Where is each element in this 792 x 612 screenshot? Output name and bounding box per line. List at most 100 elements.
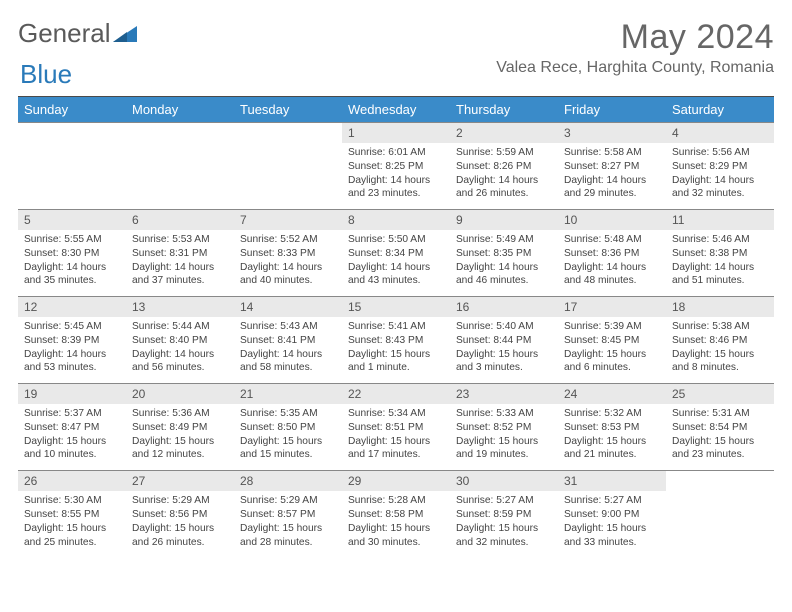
daylight-line: Daylight: 14 hours and 40 minutes. xyxy=(240,261,336,289)
sunset-line: Sunset: 8:59 PM xyxy=(456,508,552,522)
calendar-cell: 12Sunrise: 5:45 AMSunset: 8:39 PMDayligh… xyxy=(18,297,126,384)
day-number: 18 xyxy=(666,297,774,317)
calendar-cell: 9Sunrise: 5:49 AMSunset: 8:35 PMDaylight… xyxy=(450,210,558,297)
sunset-line: Sunset: 8:47 PM xyxy=(24,421,120,435)
calendar-cell: 6Sunrise: 5:53 AMSunset: 8:31 PMDaylight… xyxy=(126,210,234,297)
sunrise-line: Sunrise: 5:43 AM xyxy=(240,320,336,334)
day-details: Sunrise: 5:56 AMSunset: 8:29 PMDaylight:… xyxy=(666,143,774,209)
day-details: Sunrise: 5:53 AMSunset: 8:31 PMDaylight:… xyxy=(126,230,234,296)
calendar-cell: 21Sunrise: 5:35 AMSunset: 8:50 PMDayligh… xyxy=(234,384,342,471)
sunrise-line: Sunrise: 5:55 AM xyxy=(24,233,120,247)
daylight-line: Daylight: 15 hours and 10 minutes. xyxy=(24,435,120,463)
daylight-line: Daylight: 15 hours and 3 minutes. xyxy=(456,348,552,376)
day-number: 29 xyxy=(342,471,450,491)
day-details: Sunrise: 5:46 AMSunset: 8:38 PMDaylight:… xyxy=(666,230,774,296)
sunrise-line: Sunrise: 5:50 AM xyxy=(348,233,444,247)
calendar-row: 12Sunrise: 5:45 AMSunset: 8:39 PMDayligh… xyxy=(18,297,774,384)
calendar-cell: 13Sunrise: 5:44 AMSunset: 8:40 PMDayligh… xyxy=(126,297,234,384)
daylight-line: Daylight: 15 hours and 8 minutes. xyxy=(672,348,768,376)
sunset-line: Sunset: 8:45 PM xyxy=(564,334,660,348)
sunrise-line: Sunrise: 5:40 AM xyxy=(456,320,552,334)
location-text: Valea Rece, Harghita County, Romania xyxy=(496,59,774,77)
day-details: Sunrise: 5:50 AMSunset: 8:34 PMDaylight:… xyxy=(342,230,450,296)
sunset-line: Sunset: 8:56 PM xyxy=(132,508,228,522)
day-number: 10 xyxy=(558,210,666,230)
sunrise-line: Sunrise: 5:38 AM xyxy=(672,320,768,334)
daylight-line: Daylight: 14 hours and 35 minutes. xyxy=(24,261,120,289)
sunrise-line: Sunrise: 5:52 AM xyxy=(240,233,336,247)
daylight-line: Daylight: 14 hours and 29 minutes. xyxy=(564,174,660,202)
sunrise-line: Sunrise: 5:31 AM xyxy=(672,407,768,421)
calendar-cell: 27Sunrise: 5:29 AMSunset: 8:56 PMDayligh… xyxy=(126,471,234,558)
sunset-line: Sunset: 8:55 PM xyxy=(24,508,120,522)
sunset-line: Sunset: 8:54 PM xyxy=(672,421,768,435)
day-number: 14 xyxy=(234,297,342,317)
day-number: 9 xyxy=(450,210,558,230)
calendar-cell: 1Sunrise: 6:01 AMSunset: 8:25 PMDaylight… xyxy=(342,123,450,210)
daylight-line: Daylight: 15 hours and 15 minutes. xyxy=(240,435,336,463)
weekday-header: Tuesday xyxy=(234,97,342,123)
day-number: 15 xyxy=(342,297,450,317)
day-number: 3 xyxy=(558,123,666,143)
calendar-cell xyxy=(18,123,126,210)
day-details: Sunrise: 5:43 AMSunset: 8:41 PMDaylight:… xyxy=(234,317,342,383)
daylight-line: Daylight: 15 hours and 33 minutes. xyxy=(564,522,660,550)
day-details: Sunrise: 5:37 AMSunset: 8:47 PMDaylight:… xyxy=(18,404,126,470)
calendar-cell: 7Sunrise: 5:52 AMSunset: 8:33 PMDaylight… xyxy=(234,210,342,297)
day-number: 1 xyxy=(342,123,450,143)
daylight-line: Daylight: 15 hours and 28 minutes. xyxy=(240,522,336,550)
day-details: Sunrise: 5:58 AMSunset: 8:27 PMDaylight:… xyxy=(558,143,666,209)
calendar-cell: 5Sunrise: 5:55 AMSunset: 8:30 PMDaylight… xyxy=(18,210,126,297)
sunset-line: Sunset: 8:34 PM xyxy=(348,247,444,261)
sunrise-line: Sunrise: 5:29 AM xyxy=(132,494,228,508)
calendar-row: 5Sunrise: 5:55 AMSunset: 8:30 PMDaylight… xyxy=(18,210,774,297)
daylight-line: Daylight: 15 hours and 17 minutes. xyxy=(348,435,444,463)
sunrise-line: Sunrise: 5:27 AM xyxy=(456,494,552,508)
sunrise-line: Sunrise: 5:29 AM xyxy=(240,494,336,508)
sunrise-line: Sunrise: 5:27 AM xyxy=(564,494,660,508)
calendar-cell: 24Sunrise: 5:32 AMSunset: 8:53 PMDayligh… xyxy=(558,384,666,471)
daylight-line: Daylight: 14 hours and 32 minutes. xyxy=(672,174,768,202)
sunrise-line: Sunrise: 5:34 AM xyxy=(348,407,444,421)
sunset-line: Sunset: 8:57 PM xyxy=(240,508,336,522)
day-number: 25 xyxy=(666,384,774,404)
day-details: Sunrise: 5:36 AMSunset: 8:49 PMDaylight:… xyxy=(126,404,234,470)
sunrise-line: Sunrise: 5:30 AM xyxy=(24,494,120,508)
sunset-line: Sunset: 8:46 PM xyxy=(672,334,768,348)
sunset-line: Sunset: 8:39 PM xyxy=(24,334,120,348)
day-number: 4 xyxy=(666,123,774,143)
weekday-header: Friday xyxy=(558,97,666,123)
daylight-line: Daylight: 15 hours and 21 minutes. xyxy=(564,435,660,463)
calendar-cell: 11Sunrise: 5:46 AMSunset: 8:38 PMDayligh… xyxy=(666,210,774,297)
daylight-line: Daylight: 14 hours and 53 minutes. xyxy=(24,348,120,376)
calendar-body: 1Sunrise: 6:01 AMSunset: 8:25 PMDaylight… xyxy=(18,123,774,558)
calendar-cell: 8Sunrise: 5:50 AMSunset: 8:34 PMDaylight… xyxy=(342,210,450,297)
day-details: Sunrise: 5:55 AMSunset: 8:30 PMDaylight:… xyxy=(18,230,126,296)
day-details: Sunrise: 5:59 AMSunset: 8:26 PMDaylight:… xyxy=(450,143,558,209)
sunrise-line: Sunrise: 5:36 AM xyxy=(132,407,228,421)
calendar-cell xyxy=(234,123,342,210)
daylight-line: Daylight: 15 hours and 6 minutes. xyxy=(564,348,660,376)
weekday-header: Thursday xyxy=(450,97,558,123)
day-details: Sunrise: 5:38 AMSunset: 8:46 PMDaylight:… xyxy=(666,317,774,383)
calendar-cell: 23Sunrise: 5:33 AMSunset: 8:52 PMDayligh… xyxy=(450,384,558,471)
day-number: 20 xyxy=(126,384,234,404)
calendar-cell: 22Sunrise: 5:34 AMSunset: 8:51 PMDayligh… xyxy=(342,384,450,471)
calendar-cell: 28Sunrise: 5:29 AMSunset: 8:57 PMDayligh… xyxy=(234,471,342,558)
day-details: Sunrise: 5:35 AMSunset: 8:50 PMDaylight:… xyxy=(234,404,342,470)
sunrise-line: Sunrise: 5:39 AM xyxy=(564,320,660,334)
day-details: Sunrise: 5:28 AMSunset: 8:58 PMDaylight:… xyxy=(342,491,450,557)
day-details: Sunrise: 5:45 AMSunset: 8:39 PMDaylight:… xyxy=(18,317,126,383)
daylight-line: Daylight: 14 hours and 43 minutes. xyxy=(348,261,444,289)
daylight-line: Daylight: 15 hours and 1 minute. xyxy=(348,348,444,376)
calendar-cell xyxy=(126,123,234,210)
day-number: 16 xyxy=(450,297,558,317)
sunset-line: Sunset: 8:29 PM xyxy=(672,160,768,174)
day-number: 22 xyxy=(342,384,450,404)
day-details: Sunrise: 5:48 AMSunset: 8:36 PMDaylight:… xyxy=(558,230,666,296)
logo: General xyxy=(18,18,139,49)
day-number: 31 xyxy=(558,471,666,491)
calendar-cell: 3Sunrise: 5:58 AMSunset: 8:27 PMDaylight… xyxy=(558,123,666,210)
daylight-line: Daylight: 14 hours and 51 minutes. xyxy=(672,261,768,289)
day-details: Sunrise: 5:32 AMSunset: 8:53 PMDaylight:… xyxy=(558,404,666,470)
